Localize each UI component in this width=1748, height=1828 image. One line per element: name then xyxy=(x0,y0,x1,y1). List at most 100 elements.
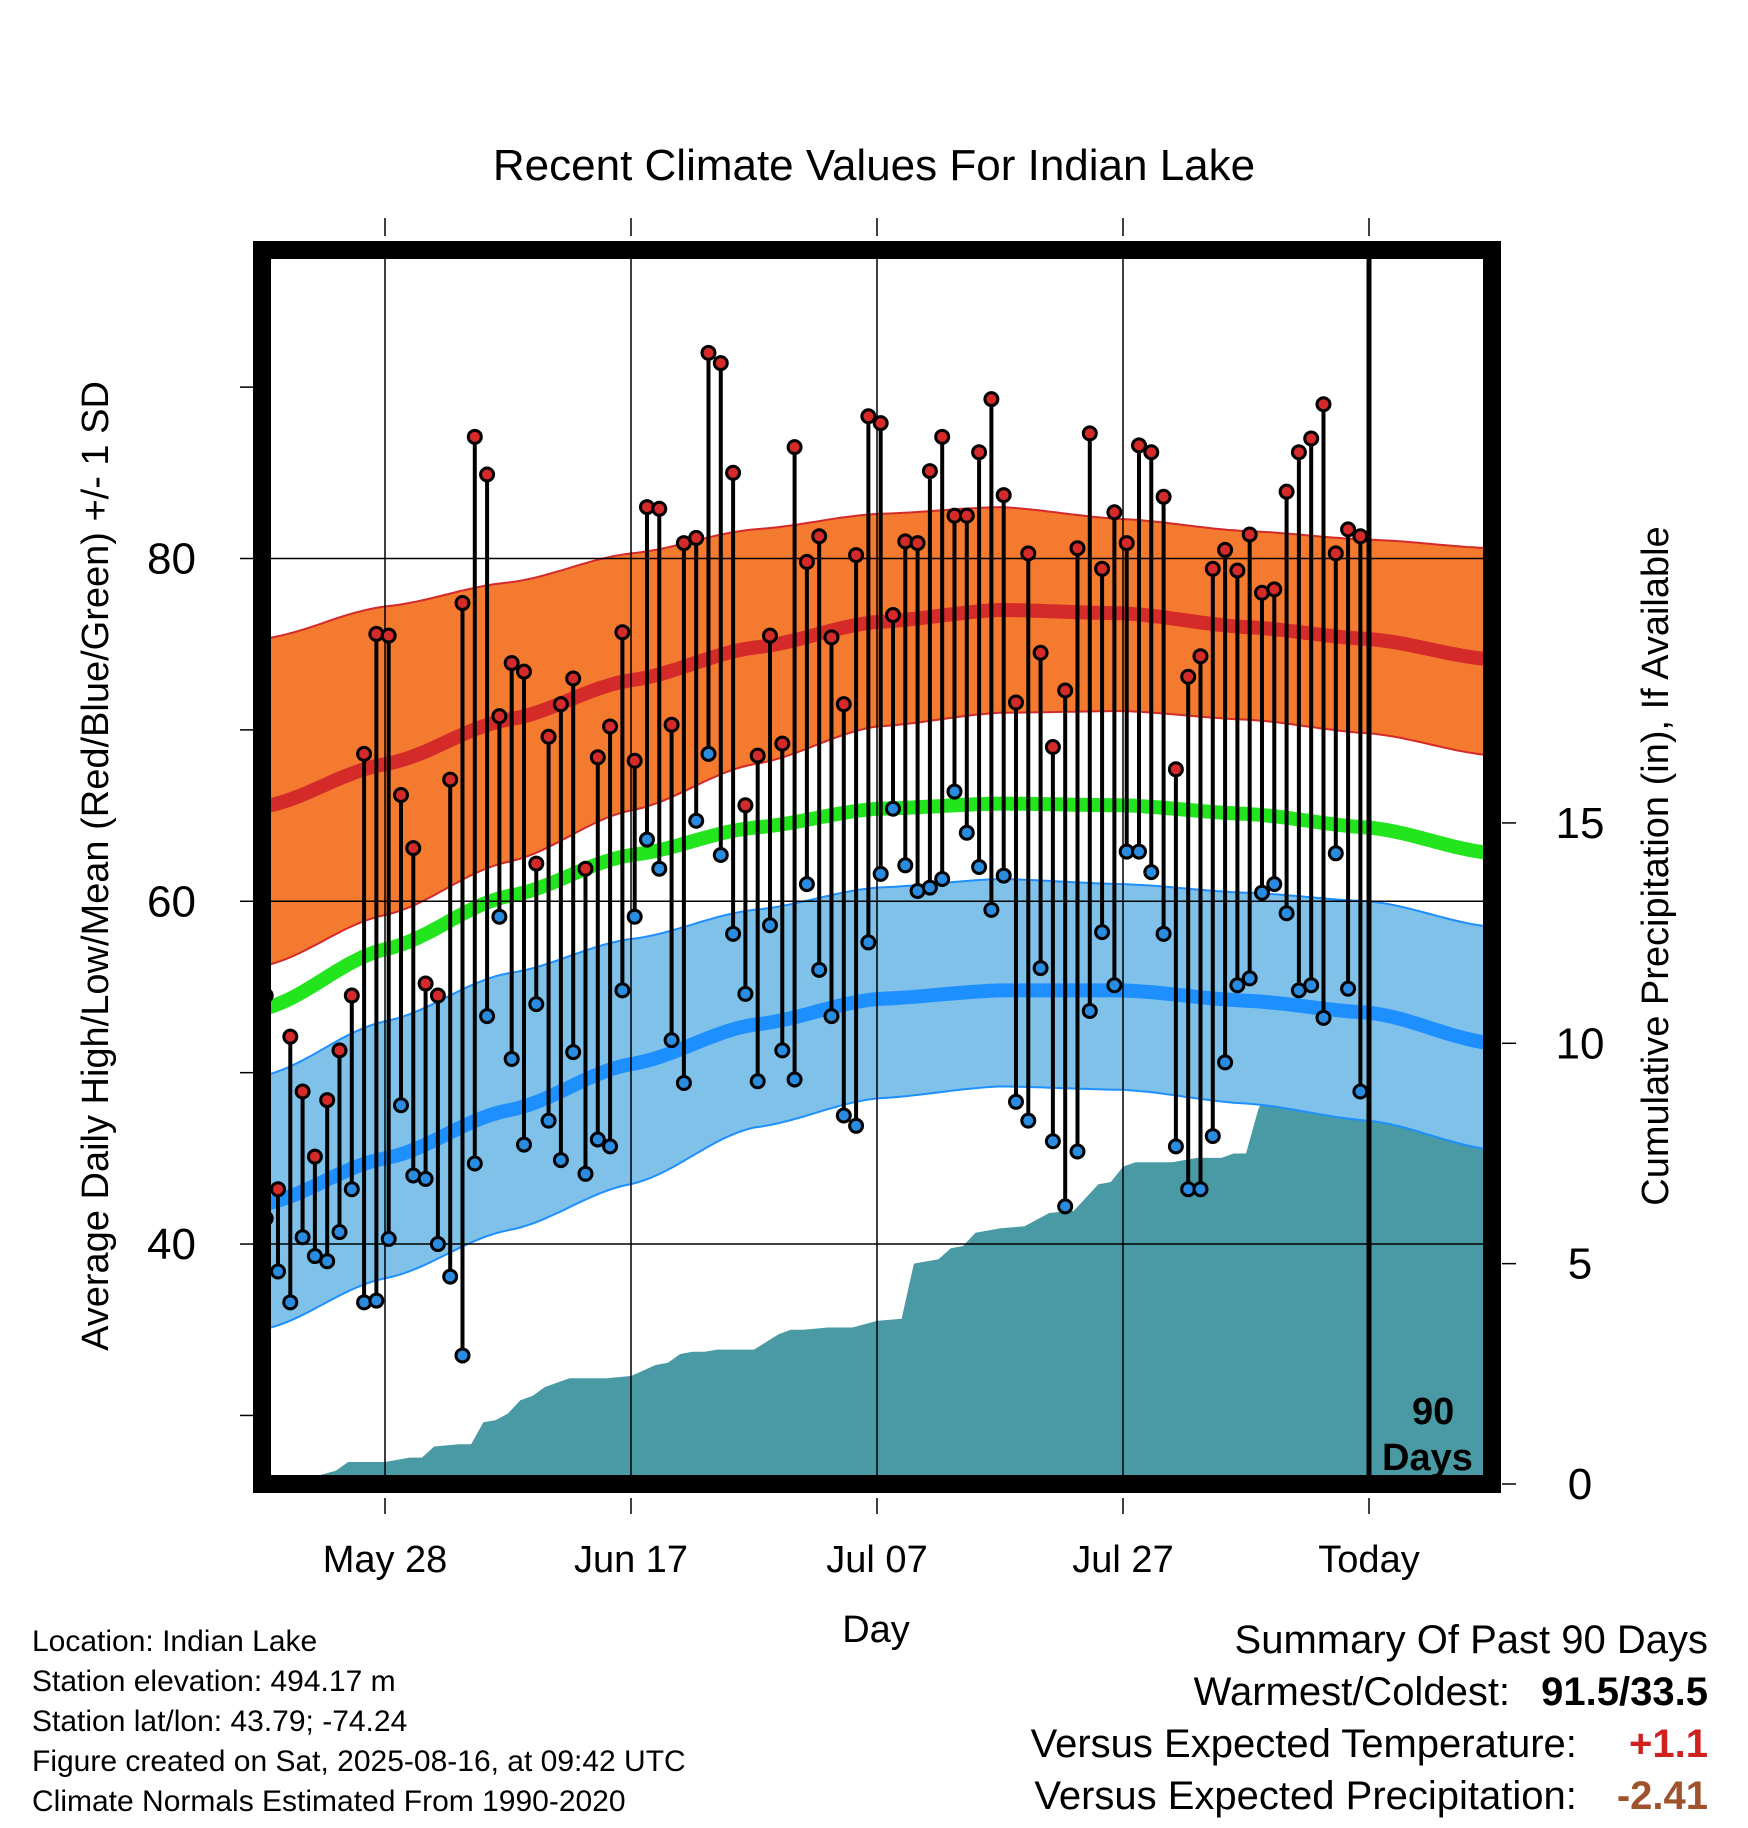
high-point xyxy=(343,987,360,1004)
low-point xyxy=(1241,970,1258,987)
chart-title: Recent Climate Values For Indian Lake xyxy=(493,141,1255,190)
y-right-axis-label: Cumulative Precipitation (in), If Availa… xyxy=(1635,526,1677,1205)
high-point xyxy=(577,860,594,877)
low-point xyxy=(983,901,1000,918)
low-point xyxy=(712,847,729,864)
high-point xyxy=(602,718,619,735)
high-point xyxy=(860,408,877,425)
x-tick-label: Jul 07 xyxy=(826,1539,927,1581)
low-point xyxy=(589,1131,606,1148)
info-created: Figure created on Sat, 2025-08-16, at 09… xyxy=(32,1745,686,1778)
high-point xyxy=(1327,545,1344,562)
high-point xyxy=(1020,545,1037,562)
plot-area xyxy=(262,250,1492,1484)
high-point xyxy=(934,428,951,445)
precipitation-area xyxy=(262,1063,1492,1484)
low-point xyxy=(1057,1198,1074,1215)
x-axis-label: Day xyxy=(842,1609,910,1651)
low-point xyxy=(651,860,668,877)
info-latlon: Station lat/lon: 43.79; -74.24 xyxy=(32,1705,408,1738)
high-point xyxy=(540,728,557,745)
high-point xyxy=(1315,396,1332,413)
summary-heading: Summary Of Past 90 Days xyxy=(1234,1618,1708,1662)
low-point xyxy=(417,1170,434,1187)
y-left-tick-label: 40 xyxy=(147,1220,196,1269)
high-point xyxy=(1217,541,1234,558)
high-point xyxy=(1044,739,1061,756)
high-point xyxy=(466,428,483,445)
high-point xyxy=(1143,444,1160,461)
high-point xyxy=(688,529,705,546)
low-point xyxy=(700,745,717,762)
low-point xyxy=(638,831,655,848)
high-point xyxy=(614,624,631,641)
low-point xyxy=(429,1236,446,1253)
high-point xyxy=(786,439,803,456)
high-point xyxy=(651,500,668,517)
warm-cold-value: 91.5/33.5 xyxy=(1541,1670,1708,1714)
high-point xyxy=(626,752,643,769)
marker-label-90: 90 xyxy=(1412,1391,1454,1433)
high-point xyxy=(1192,648,1209,665)
low-point xyxy=(1315,1009,1332,1026)
high-point xyxy=(552,696,569,713)
high-point xyxy=(331,1042,348,1059)
high-point xyxy=(1007,694,1024,711)
high-point xyxy=(1130,437,1147,454)
y-right-tick-label: 0 xyxy=(1568,1460,1592,1509)
low-point xyxy=(1266,876,1283,893)
low-point xyxy=(688,812,705,829)
low-point xyxy=(503,1050,520,1067)
low-point xyxy=(1069,1143,1086,1160)
y-right-tick-label: 10 xyxy=(1556,1019,1605,1068)
high-point xyxy=(921,463,938,480)
low-point xyxy=(1204,1128,1221,1145)
high-point xyxy=(712,355,729,372)
high-point xyxy=(983,391,1000,408)
station-info: Location: Indian Lake Station elevation:… xyxy=(32,1622,686,1822)
low-point xyxy=(823,1008,840,1025)
warm-cold-label: Warmest/Coldest: xyxy=(1193,1670,1511,1714)
precip-label: Versus Expected Precipitation: xyxy=(1034,1774,1577,1818)
low-point xyxy=(368,1292,385,1309)
low-point xyxy=(811,961,828,978)
low-point xyxy=(1253,884,1270,901)
high-point xyxy=(1303,430,1320,447)
low-point xyxy=(614,982,631,999)
high-point xyxy=(282,1028,299,1045)
high-point xyxy=(737,797,754,814)
low-point xyxy=(1327,845,1344,862)
y-left-axis-label: Average Daily High/Low/Mean (Red/Blue/Gr… xyxy=(75,381,117,1351)
low-point xyxy=(860,934,877,951)
low-point xyxy=(479,1008,496,1025)
low-point xyxy=(1020,1112,1037,1129)
high-point xyxy=(454,595,471,612)
low-point xyxy=(872,865,889,882)
x-tick-label: Jun 17 xyxy=(574,1539,688,1581)
high-point xyxy=(528,855,545,872)
axes: May 28 Jun 17 Jul 07 Jul 27 Today 40 60 80 0 5 10 1… xyxy=(147,218,1604,1581)
low-point xyxy=(897,857,914,874)
high-point xyxy=(884,607,901,624)
low-point xyxy=(1229,977,1246,994)
high-point xyxy=(269,1181,286,1198)
low-point xyxy=(848,1117,865,1134)
info-location: Location: Indian Lake xyxy=(32,1625,318,1658)
low-point xyxy=(1352,1083,1369,1100)
low-point xyxy=(343,1181,360,1198)
y-left-tick-label: 60 xyxy=(147,877,196,926)
high-point xyxy=(872,415,889,432)
high-point xyxy=(1241,526,1258,543)
high-point xyxy=(442,771,459,788)
plot-frame xyxy=(253,241,1501,1493)
high-point xyxy=(319,1092,336,1109)
high-point xyxy=(417,975,434,992)
low-point xyxy=(1192,1181,1209,1198)
low-point xyxy=(786,1071,803,1088)
high-point xyxy=(774,735,791,752)
low-point xyxy=(1217,1054,1234,1071)
high-point xyxy=(565,670,582,687)
low-point xyxy=(552,1152,569,1169)
info-normals: Climate Normals Estimated From 1990-2020 xyxy=(32,1785,626,1818)
high-point xyxy=(1155,488,1172,505)
